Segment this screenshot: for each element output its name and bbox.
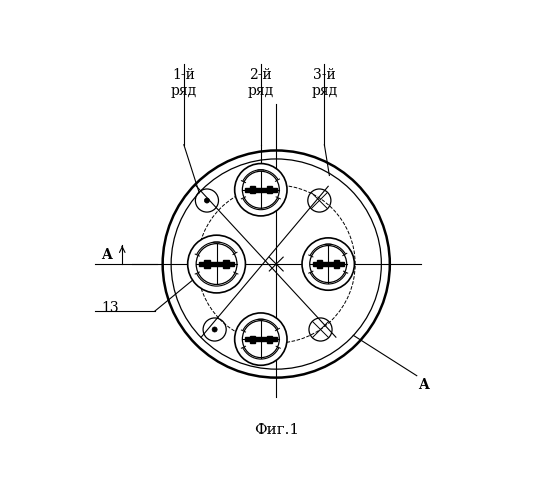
Text: 2-й
ряд: 2-й ряд [248, 68, 274, 98]
Polygon shape [204, 260, 210, 268]
Circle shape [204, 198, 210, 203]
Text: Фиг.1: Фиг.1 [254, 424, 299, 438]
Circle shape [302, 238, 355, 290]
Polygon shape [334, 260, 339, 268]
Polygon shape [250, 336, 254, 342]
Text: A: A [418, 378, 429, 392]
Polygon shape [313, 262, 344, 266]
Polygon shape [224, 260, 229, 268]
Polygon shape [267, 336, 272, 342]
Circle shape [234, 164, 287, 216]
Polygon shape [267, 186, 272, 194]
Text: 13: 13 [101, 302, 119, 316]
Text: A: A [101, 248, 112, 262]
Circle shape [212, 327, 217, 332]
Text: 3-й
ряд: 3-й ряд [311, 68, 337, 98]
Polygon shape [245, 188, 277, 192]
Polygon shape [250, 186, 254, 194]
Polygon shape [317, 260, 322, 268]
Circle shape [234, 313, 287, 366]
Circle shape [188, 235, 245, 293]
Polygon shape [199, 262, 234, 266]
Polygon shape [245, 337, 277, 342]
Text: 1-й
ряд: 1-й ряд [171, 68, 197, 98]
